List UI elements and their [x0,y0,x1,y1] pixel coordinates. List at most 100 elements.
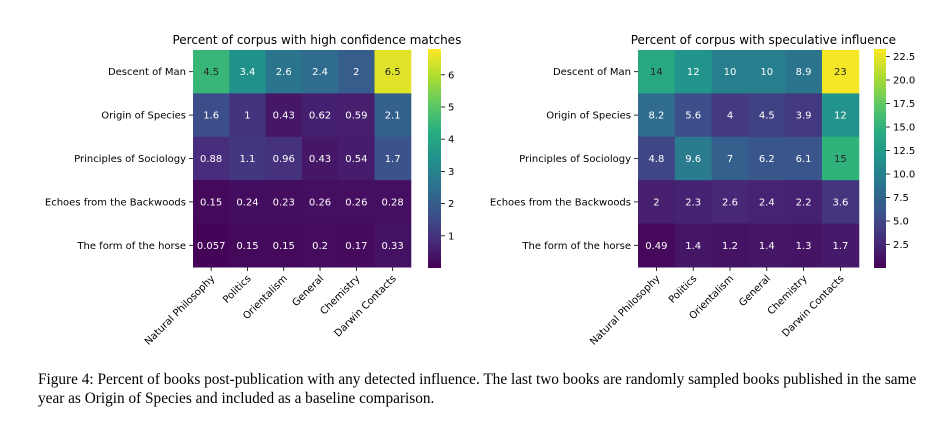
colorbar-tick-label: 5 [448,102,454,113]
heatmap-cell [674,223,713,268]
heatmap-cell [822,180,860,225]
heatmap-cell [674,180,713,225]
colorbar-tick-label: 1 [448,231,454,242]
cell-value-label: 1.4 [685,241,701,252]
row-label: The form of the horse [76,241,186,252]
cell-value-label: 6.2 [759,154,775,165]
heatmap-cell [229,136,267,181]
heatmap-cell [301,50,339,94]
heatmap-cell [229,180,267,225]
heatmap-cell [638,93,676,138]
heatmap-cell [711,136,749,181]
column-label: General [737,273,773,309]
heatmap-cell [711,180,749,225]
cell-value-label: 0.88 [200,154,222,165]
column-label: Darwin Contacts [780,273,846,339]
cell-value-label: 2.2 [796,197,812,208]
cell-value-label: 1 [244,111,250,122]
heatmap-cell [785,50,823,94]
cell-value-label: 0.49 [645,241,667,252]
heatmap-cell [193,50,230,94]
heatmap-cell [748,136,786,181]
colorbar-tick-label: 10.0 [893,170,915,181]
heatmap-cell [638,50,676,94]
heatmap-cell [638,223,676,268]
row-label: Echoes from the Backwoods [45,197,186,208]
heatmap-cell [638,136,676,181]
heatmap-cell [374,93,412,138]
cell-value-label: 0.057 [197,241,226,252]
cell-value-label: 2.6 [276,67,292,78]
cell-value-label: 1.7 [832,241,848,252]
colorbar-tick-label: 7.5 [893,193,909,204]
cell-value-label: 3.9 [796,111,812,122]
heatmap-cell [785,223,823,268]
row-label: Origin of Species [101,111,186,122]
colorbar-tick-label: 12.5 [893,146,915,157]
heatmap-cell [822,93,860,138]
cell-value-label: 0.62 [309,111,331,122]
cell-value-label: 3.6 [832,197,848,208]
cell-value-label: 15 [834,154,847,165]
colorbar-tick-label: 5.0 [893,217,909,228]
colorbar-tick-label: 20.0 [893,76,915,87]
colorbar-tick-label: 2.5 [893,240,909,251]
row-label: Echoes from the Backwoods [490,197,631,208]
heatmap-cell [265,136,303,181]
cell-value-label: 1.6 [203,111,219,122]
heatmap-cell [638,180,676,225]
cell-value-label: 12 [834,111,847,122]
cell-value-label: 2 [653,197,659,208]
heatmap-cell [374,136,412,181]
heatmap-cell [674,50,713,94]
chart-title: Percent of corpus with high confidence m… [172,33,461,47]
column-label: General [291,273,327,309]
heatmap-cell [748,223,786,268]
colorbar-tick-label: 4 [448,135,454,146]
cell-value-label: 0.54 [345,154,367,165]
cell-value-label: 0.23 [273,197,295,208]
heatmap-cell [338,50,375,94]
cell-value-label: 5.6 [685,111,701,122]
heatmap-cell [229,223,267,268]
cell-value-label: 0.28 [382,197,404,208]
row-label: Principles of Sociology [519,154,631,165]
cell-value-label: 2.1 [385,111,401,122]
colorbar [428,49,441,268]
column-label: Natural Philosophy [588,273,662,347]
heatmap-cell [193,136,230,181]
heatmap-cell [711,50,749,94]
heatmap-cell [301,136,339,181]
colorbar-tick-label: 2 [448,199,454,210]
cell-value-label: 0.15 [236,241,258,252]
heatmap-cell [338,93,375,138]
heatmap-cell [193,180,230,225]
cell-value-label: 0.59 [345,111,367,122]
colorbar [874,49,886,268]
heatmap-cell [265,223,303,268]
cell-value-label: 0.24 [236,197,258,208]
cell-value-label: 9.6 [685,154,701,165]
heatmap-cell [674,93,713,138]
column-label: Politics [221,273,253,305]
heatmap-cell [229,93,267,138]
heatmap-cell [711,93,749,138]
heatmap-cell [338,223,375,268]
row-label: Origin of Species [546,111,631,122]
cell-value-label: 1.3 [796,241,812,252]
cell-value-label: 4.5 [203,67,219,78]
cell-value-label: 14 [650,67,663,78]
cell-value-label: 4.8 [648,154,664,165]
cell-value-label: 0.17 [345,241,367,252]
heatmap-cell [748,180,786,225]
cell-value-label: 2.4 [759,197,775,208]
cell-value-label: 2.3 [685,197,701,208]
heatmap-cell [193,223,230,268]
colorbar-tick-label: 6 [448,70,454,81]
heatmap-cell [374,223,412,268]
cell-value-label: 3.4 [239,67,255,78]
heatmap-cell [374,50,412,94]
cell-value-label: 1.2 [722,241,738,252]
cell-value-label: 8.2 [648,111,664,122]
heatmap-cell [265,180,303,225]
